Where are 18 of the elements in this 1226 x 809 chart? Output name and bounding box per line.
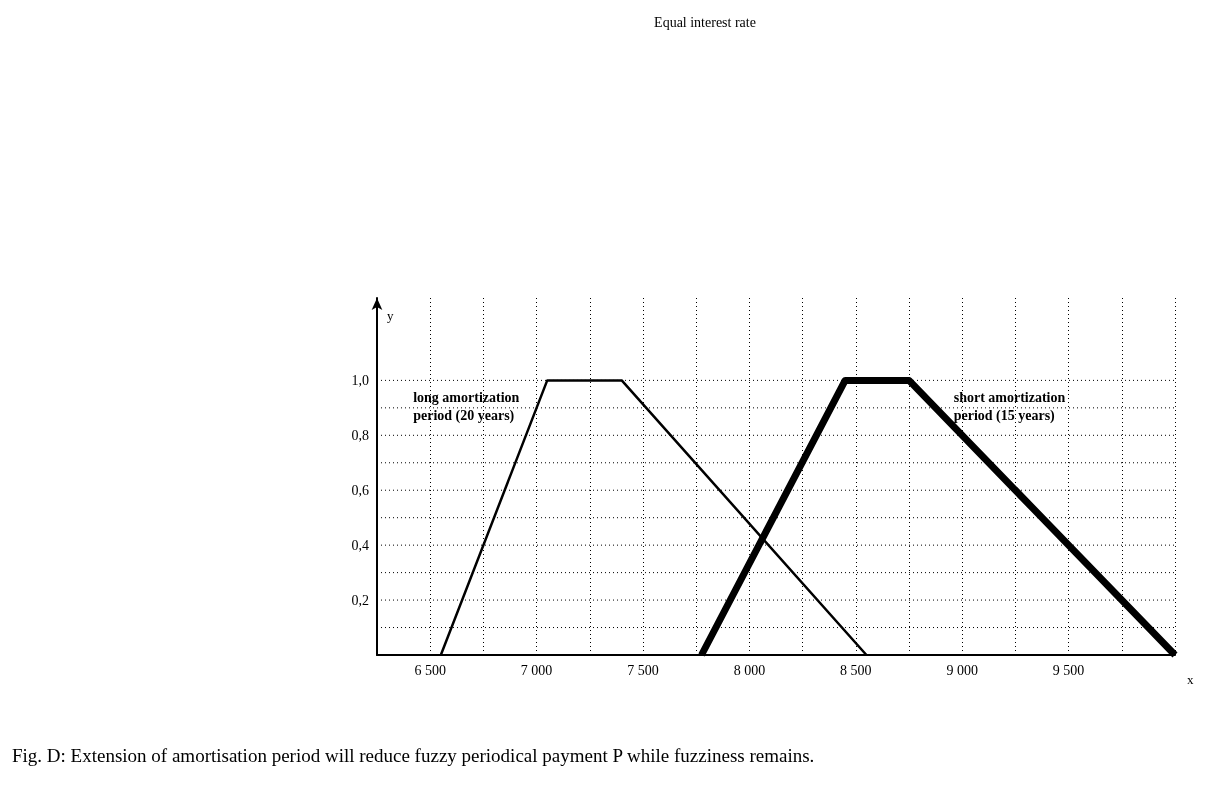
chart-title: Equal interest rate <box>654 14 756 30</box>
x-axis-title: x <box>1187 672 1194 687</box>
series-label: short amortization period (15 years) <box>953 390 1069 425</box>
y-tick-label: 0,8 <box>351 427 369 443</box>
y-tick-label: 0,4 <box>351 537 369 553</box>
y-axis-title: y <box>387 308 394 323</box>
y-tick-label: 0,2 <box>351 592 369 608</box>
text: Fig. D: Extension of amortisation period will reduce fuzzy periodical payment P while fuzziness remains. <box>12 744 815 766</box>
x-tick-label: 9 500 <box>1052 662 1085 678</box>
y-tick-label: 1,0 <box>351 372 369 388</box>
x-tick-label: 7 500 <box>627 662 659 678</box>
y-tick-label: 0,6 <box>351 482 369 498</box>
x-tick-label: 7 000 <box>520 662 553 678</box>
x-tick-label: 6 500 <box>414 662 446 678</box>
x-tick-label: 8 500 <box>840 662 872 678</box>
series-label: long amortization period (20 years) <box>413 390 523 425</box>
x-tick-label: 9 000 <box>946 662 978 678</box>
x-tick-label: 8 000 <box>733 662 766 678</box>
